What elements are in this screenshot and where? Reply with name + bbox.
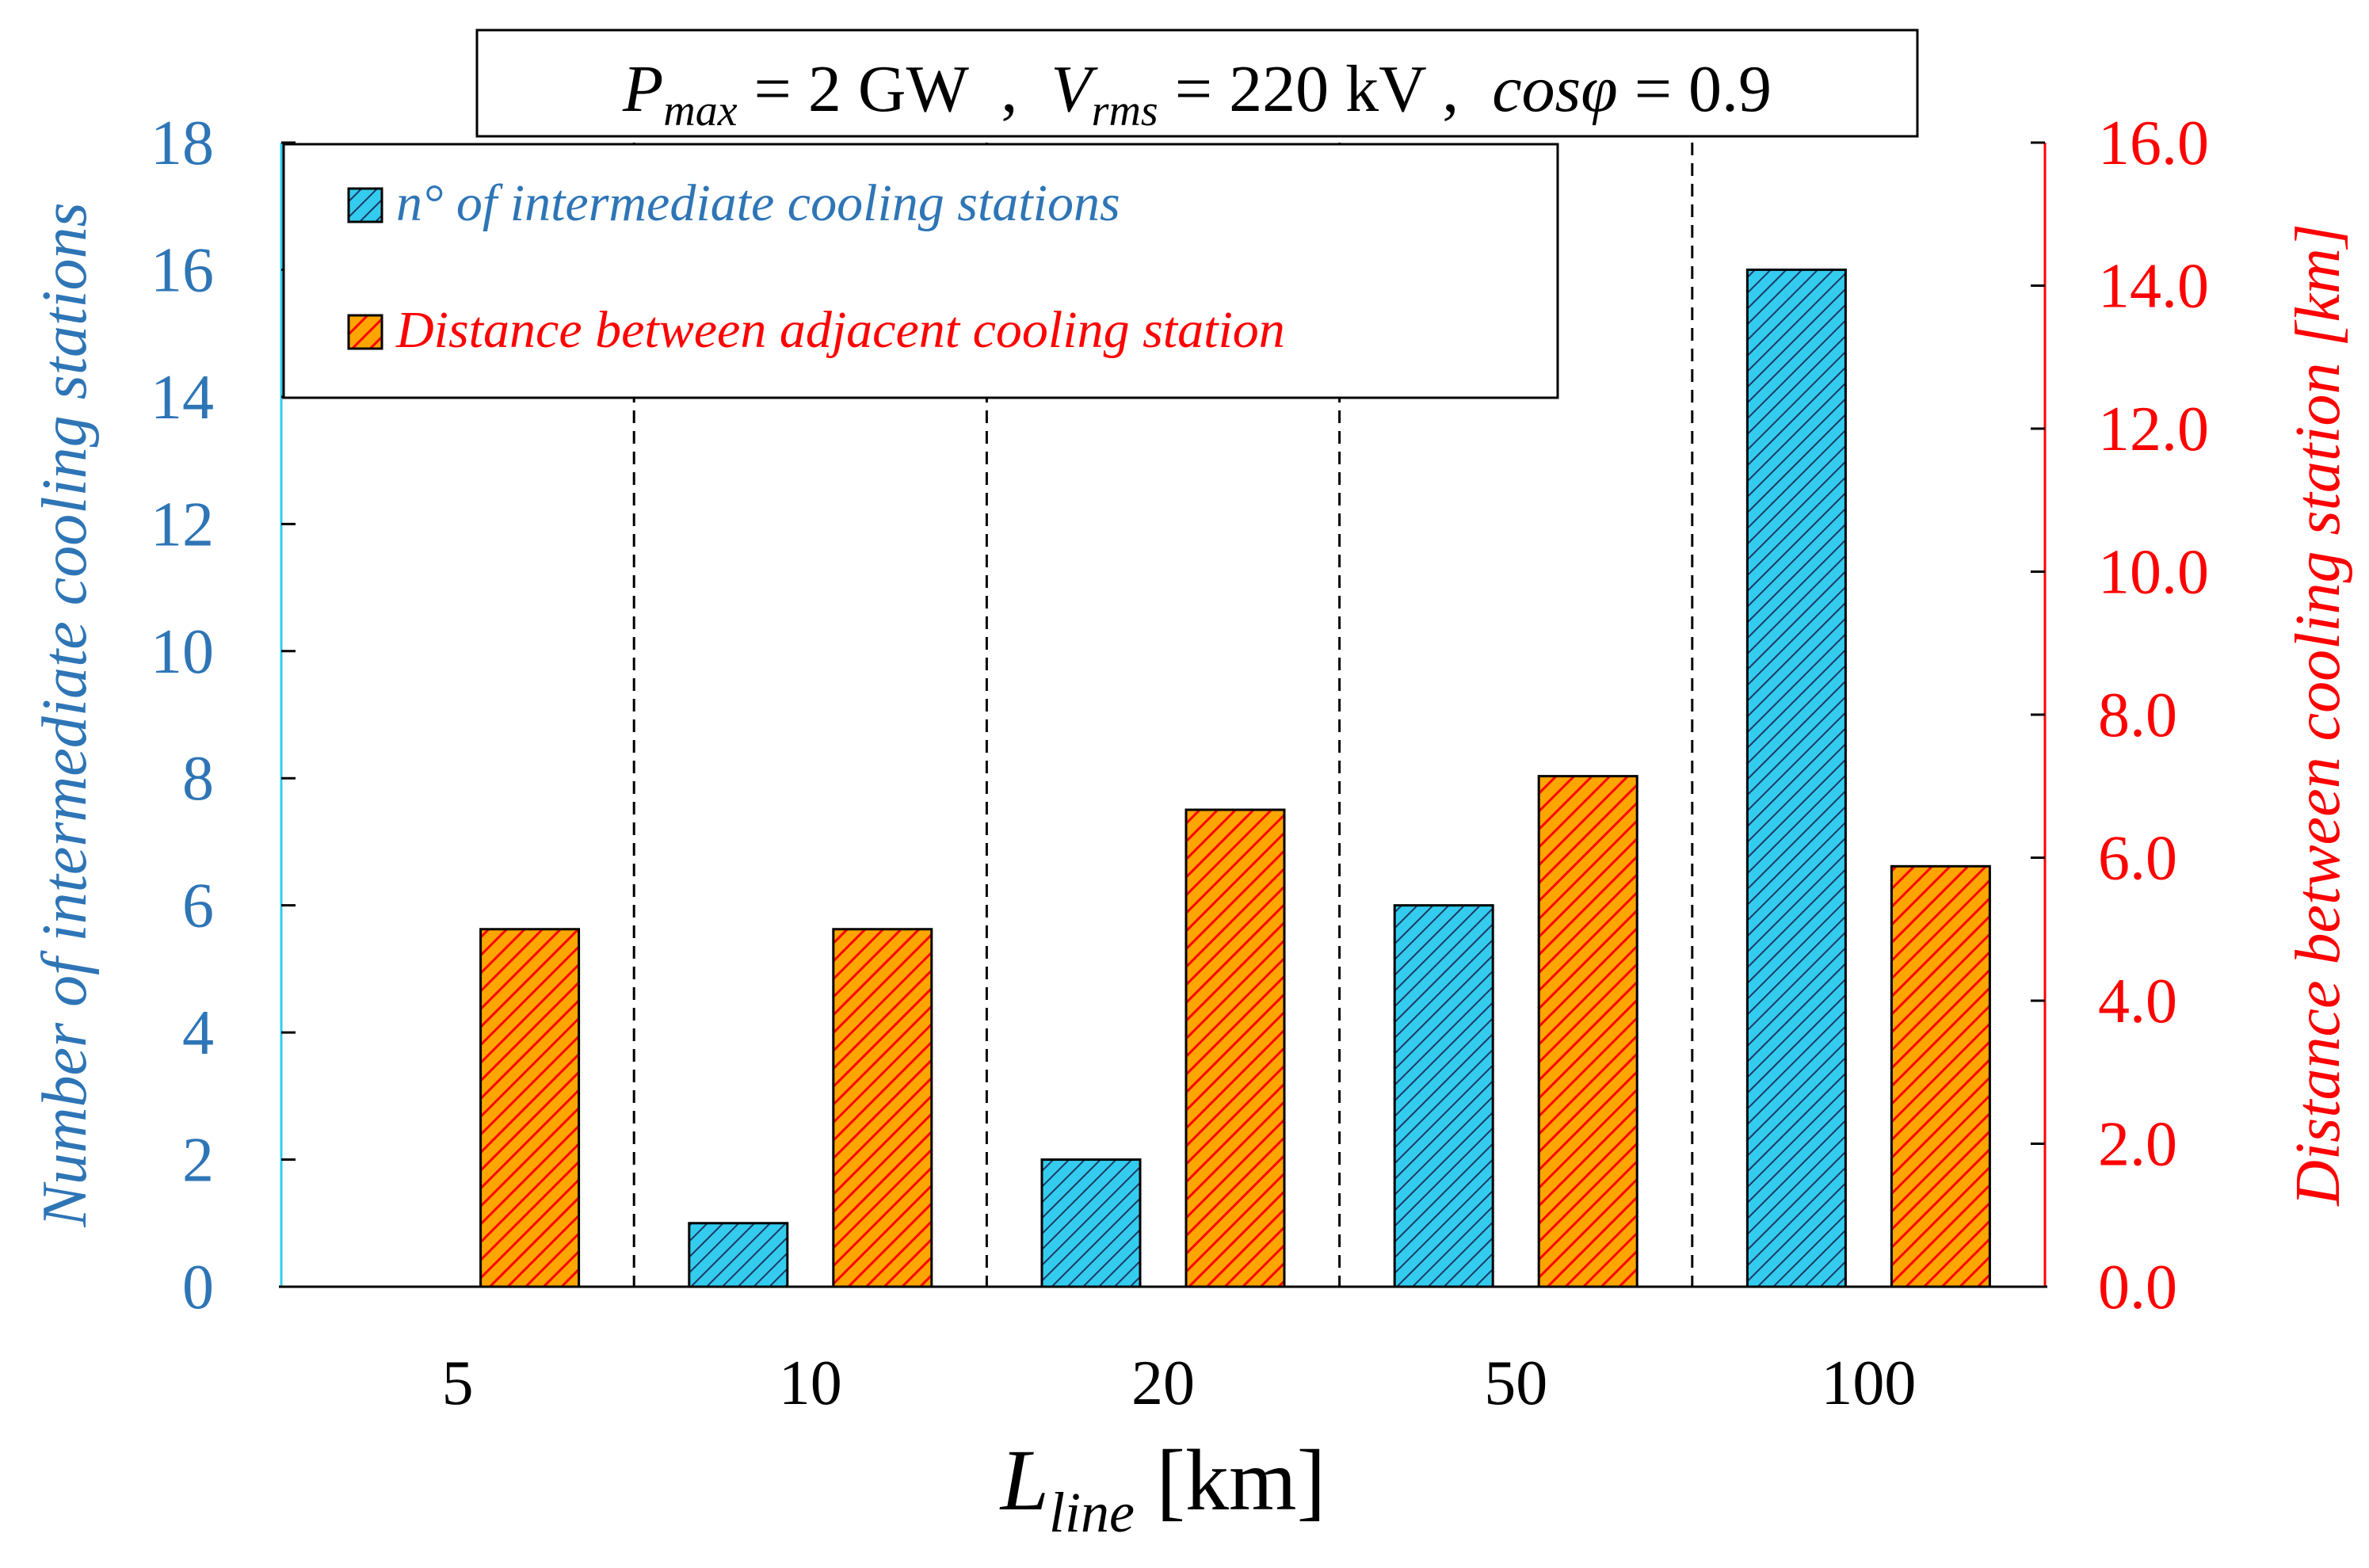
right-tick-label: 10.0	[2098, 538, 2209, 608]
right-y-ticks: 0.0 2.0 4.0 6.0 8.0 10.0 12.0 14.0 16.0	[2031, 109, 2209, 1322]
left-tick-label: 14	[151, 363, 214, 433]
bars	[479, 268, 1991, 1288]
right-tick-label: 0.0	[2098, 1253, 2177, 1322]
x-tick-label: 5	[442, 1349, 474, 1418]
x-tick-labels: 5 10 20 50 100	[442, 1349, 1917, 1418]
bar-stations-20	[1040, 1158, 1142, 1288]
x-tick-label: 50	[1484, 1349, 1547, 1418]
x-tick-label: 20	[1131, 1349, 1195, 1418]
left-tick-label: 6	[182, 872, 214, 941]
left-tick-label: 12	[151, 490, 214, 559]
title-box	[475, 29, 1919, 138]
left-tick-label: 4	[182, 998, 214, 1068]
left-tick-label: 0	[182, 1253, 214, 1322]
legend-label-stations: n° of intermediate cooling stations	[396, 174, 1120, 232]
x-axis-label: Lline [km]	[999, 1432, 1326, 1544]
right-tick-label: 4.0	[2098, 967, 2177, 1036]
legend-swatch-stations	[347, 187, 383, 223]
left-tick-label: 2	[182, 1126, 214, 1196]
chart-title: Pmax = 2 GW , Vrms = 220 kV , cosφ = 0.9	[622, 52, 1772, 135]
bar-distance-100	[1890, 864, 1991, 1288]
right-tick-label: 16.0	[2098, 109, 2209, 178]
bar-stations-100	[1745, 268, 1847, 1288]
bar-distance-20	[1184, 808, 1286, 1288]
right-y-axis-label: Distance between cooling station [km]	[2283, 223, 2353, 1207]
bar-distance-5	[479, 928, 581, 1288]
bar-stations-50	[1393, 904, 1494, 1288]
right-tick-label: 8.0	[2098, 681, 2177, 750]
right-tick-label: 2.0	[2098, 1110, 2177, 1180]
left-tick-label: 18	[151, 109, 214, 178]
left-y-ticks: 0 2 4 6 8 10 12 14 16 18	[151, 109, 296, 1322]
x-tick-label: 100	[1821, 1349, 1916, 1418]
right-tick-label: 14.0	[2098, 252, 2209, 322]
bar-stations-10	[688, 1222, 789, 1288]
right-tick-label: 6.0	[2098, 824, 2177, 894]
left-tick-label: 8	[182, 744, 214, 814]
legend-swatch-distance	[347, 314, 383, 350]
legend-box	[282, 143, 1559, 399]
left-tick-label: 10	[151, 617, 214, 687]
legend-label-distance: Distance between adjacent cooling statio…	[395, 301, 1285, 359]
bar-distance-50	[1537, 775, 1638, 1288]
x-tick-label: 10	[779, 1349, 842, 1418]
left-y-axis-label: Number of intermediate cooling stations	[30, 202, 100, 1227]
left-tick-label: 16	[151, 235, 214, 305]
bar-distance-10	[832, 928, 933, 1288]
right-tick-label: 12.0	[2098, 395, 2209, 464]
